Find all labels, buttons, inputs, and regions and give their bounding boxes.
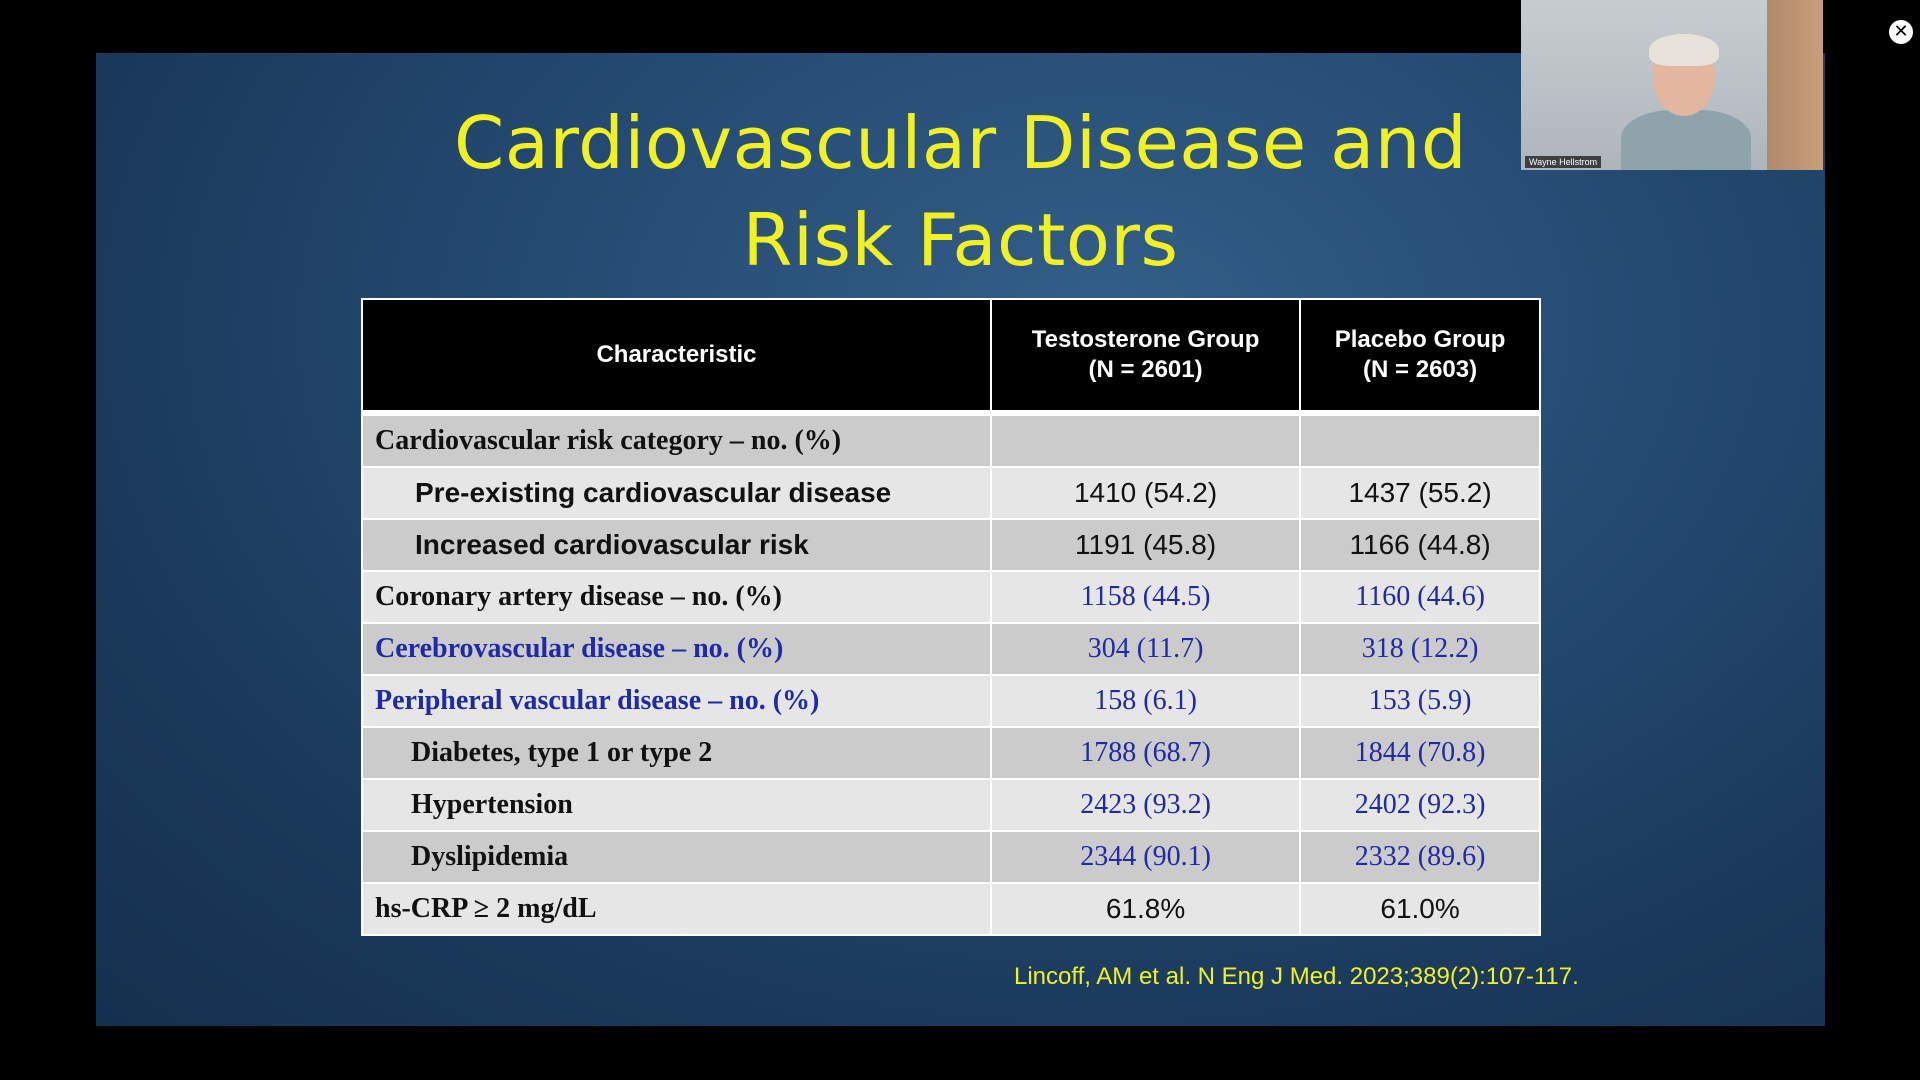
header-placebo-line-2: (N = 2603) — [1363, 356, 1478, 383]
cell-testosterone: 1788 (68.7) — [989, 726, 1302, 780]
row-label: Diabetes, type 1 or type 2 — [361, 726, 992, 780]
row-label: hs-CRP ≥ 2 mg/dL — [361, 882, 992, 936]
cell-testosterone: 158 (6.1) — [989, 674, 1302, 728]
speaker-hair — [1649, 34, 1719, 66]
table-row: Dyslipidemia 2344 (90.1) 2332 (89.6) — [361, 830, 1541, 884]
cell-testosterone: 61.8% — [989, 882, 1302, 936]
risk-factors-table: Characteristic Testosterone Group (N = 2… — [361, 298, 1541, 936]
cell-placebo: 1166 (44.8) — [1299, 518, 1541, 572]
table-row: Pre-existing cardiovascular disease 1410… — [361, 466, 1541, 520]
table-row: Hypertension 2423 (93.2) 2402 (92.3) — [361, 778, 1541, 832]
header-testosterone-line-1: Testosterone Group — [1031, 326, 1260, 353]
cell-testosterone: 1410 (54.2) — [989, 466, 1302, 520]
cell-placebo: 1437 (55.2) — [1299, 466, 1541, 520]
presentation-slide: Cardiovascular Disease and Risk Factors … — [96, 53, 1825, 1026]
cell-testosterone: 2423 (93.2) — [989, 778, 1302, 832]
header-placebo: Placebo Group (N = 2603) — [1299, 298, 1541, 416]
slide-title-line-2: Risk Factors — [742, 198, 1179, 282]
speaker-shoulders — [1621, 110, 1751, 170]
row-label: Cardiovascular risk category – no. (%) — [361, 412, 992, 468]
header-testosterone-line-2: (N = 2601) — [1088, 356, 1203, 383]
header-testosterone: Testosterone Group (N = 2601) — [989, 298, 1302, 416]
slide-title: Cardiovascular Disease and Risk Factors — [96, 95, 1825, 289]
cell-placebo: 1844 (70.8) — [1299, 726, 1541, 780]
slide-title-line-1: Cardiovascular Disease and — [453, 101, 1468, 185]
table-row: Diabetes, type 1 or type 2 1788 (68.7) 1… — [361, 726, 1541, 780]
table-row: Cardiovascular risk category – no. (%) — [361, 412, 1541, 468]
table-row: Coronary artery disease – no. (%) 1158 (… — [361, 570, 1541, 624]
row-label: Dyslipidemia — [361, 830, 992, 884]
cell-placebo — [1299, 412, 1541, 468]
table-header-row: Characteristic Testosterone Group (N = 2… — [361, 298, 1541, 416]
row-label: Coronary artery disease – no. (%) — [361, 570, 992, 624]
row-label: Pre-existing cardiovascular disease — [361, 466, 992, 520]
table-row: Peripheral vascular disease – no. (%) 15… — [361, 674, 1541, 728]
close-icon[interactable]: ✕ — [1889, 20, 1913, 44]
participant-name-tag: Wayne Hellstrom — [1525, 156, 1602, 168]
cell-placebo: 318 (12.2) — [1299, 622, 1541, 676]
cell-testosterone: 304 (11.7) — [989, 622, 1302, 676]
cell-placebo: 1160 (44.6) — [1299, 570, 1541, 624]
cell-testosterone: 1191 (45.8) — [989, 518, 1302, 572]
cell-testosterone — [989, 412, 1302, 468]
cell-placebo: 153 (5.9) — [1299, 674, 1541, 728]
table-row: Increased cardiovascular risk 1191 (45.8… — [361, 518, 1541, 572]
citation-text: Lincoff, AM et al. N Eng J Med. 2023;389… — [1014, 963, 1579, 990]
table-row: Cerebrovascular disease – no. (%) 304 (1… — [361, 622, 1541, 676]
speaker-video-tile[interactable]: Wayne Hellstrom — [1521, 0, 1823, 170]
table-row: hs-CRP ≥ 2 mg/dL 61.8% 61.0% — [361, 882, 1541, 936]
header-characteristic-label: Characteristic — [596, 341, 757, 368]
cell-testosterone: 1158 (44.5) — [989, 570, 1302, 624]
row-label: Increased cardiovascular risk — [361, 518, 992, 572]
header-placebo-line-1: Placebo Group — [1334, 326, 1506, 353]
row-label: Hypertension — [361, 778, 992, 832]
row-label: Peripheral vascular disease – no. (%) — [361, 674, 992, 728]
video-background-door — [1767, 0, 1823, 170]
header-characteristic: Characteristic — [361, 298, 992, 416]
cell-testosterone: 2344 (90.1) — [989, 830, 1302, 884]
row-label: Cerebrovascular disease – no. (%) — [361, 622, 992, 676]
cell-placebo: 2332 (89.6) — [1299, 830, 1541, 884]
cell-placebo: 2402 (92.3) — [1299, 778, 1541, 832]
cell-placebo: 61.0% — [1299, 882, 1541, 936]
